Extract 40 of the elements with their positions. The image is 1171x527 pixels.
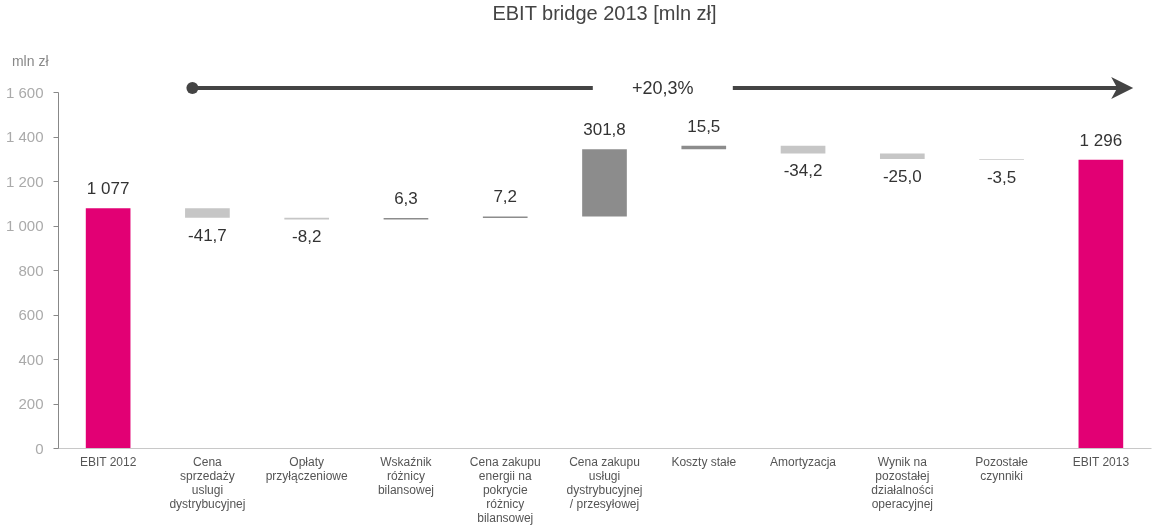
bar <box>879 153 925 160</box>
data-label: 301,8 <box>583 120 626 140</box>
data-label: 1 077 <box>86 179 130 199</box>
x-tick-label: EBIT 2012 <box>79 454 137 469</box>
chart-title: EBIT bridge 2013 [mln zł] <box>492 2 717 24</box>
bar <box>1078 159 1124 448</box>
x-tick-label: Amortyzacja <box>770 454 837 469</box>
y-tick-label: 1 000 <box>5 217 44 234</box>
y-tick-label: 0 <box>35 439 44 457</box>
x-tick-label: Koszty stałe <box>671 454 737 469</box>
bar <box>582 149 627 217</box>
data-label: 15,5 <box>687 116 721 136</box>
bar <box>185 208 230 218</box>
x-tick-label: Opłaty przyłączeniowe <box>265 454 349 483</box>
x-tick-label: Cena sprzedaży uslugi dystrybucyjnej <box>169 454 246 511</box>
data-label: -25,0 <box>882 167 922 187</box>
data-label: 7,2 <box>493 187 518 207</box>
y-tick-label: 1 600 <box>5 83 44 101</box>
x-tick-label: Wskaźnik różnicy bilansowej <box>377 454 434 497</box>
x-tick-label: Wynik na pozostałej działalności operacyjnej <box>871 454 934 511</box>
y-axis-title: mln zł <box>11 52 50 69</box>
data-label: -41,7 <box>188 225 227 245</box>
y-tick-label: 800 <box>18 261 44 279</box>
x-tick-label: EBIT 2013 <box>1072 454 1130 469</box>
data-label: 1 296 <box>1079 130 1123 150</box>
x-tick-label: Cena zakupu usługi dystrybucyjnej / przesyłowej <box>566 454 643 511</box>
y-tick-label: 1 200 <box>5 172 44 190</box>
y-tick-label: 600 <box>18 306 44 323</box>
y-tick-label: 400 <box>18 350 44 368</box>
data-label: -34,2 <box>783 161 823 181</box>
bar <box>780 145 826 154</box>
y-tick-label: 200 <box>18 395 44 412</box>
x-tick-label: Cena zakupu energii na pokrycie różnicy bilansowej <box>469 454 541 525</box>
data-label: 6,3 <box>394 189 418 209</box>
data-label: -3,5 <box>986 167 1017 187</box>
y-tick-label: 1 400 <box>5 128 44 145</box>
data-label: -8,2 <box>292 227 322 247</box>
annotation: +20,3% <box>632 78 694 98</box>
bar <box>85 208 131 448</box>
x-tick-label: Pozostałe czynniki <box>975 454 1029 483</box>
